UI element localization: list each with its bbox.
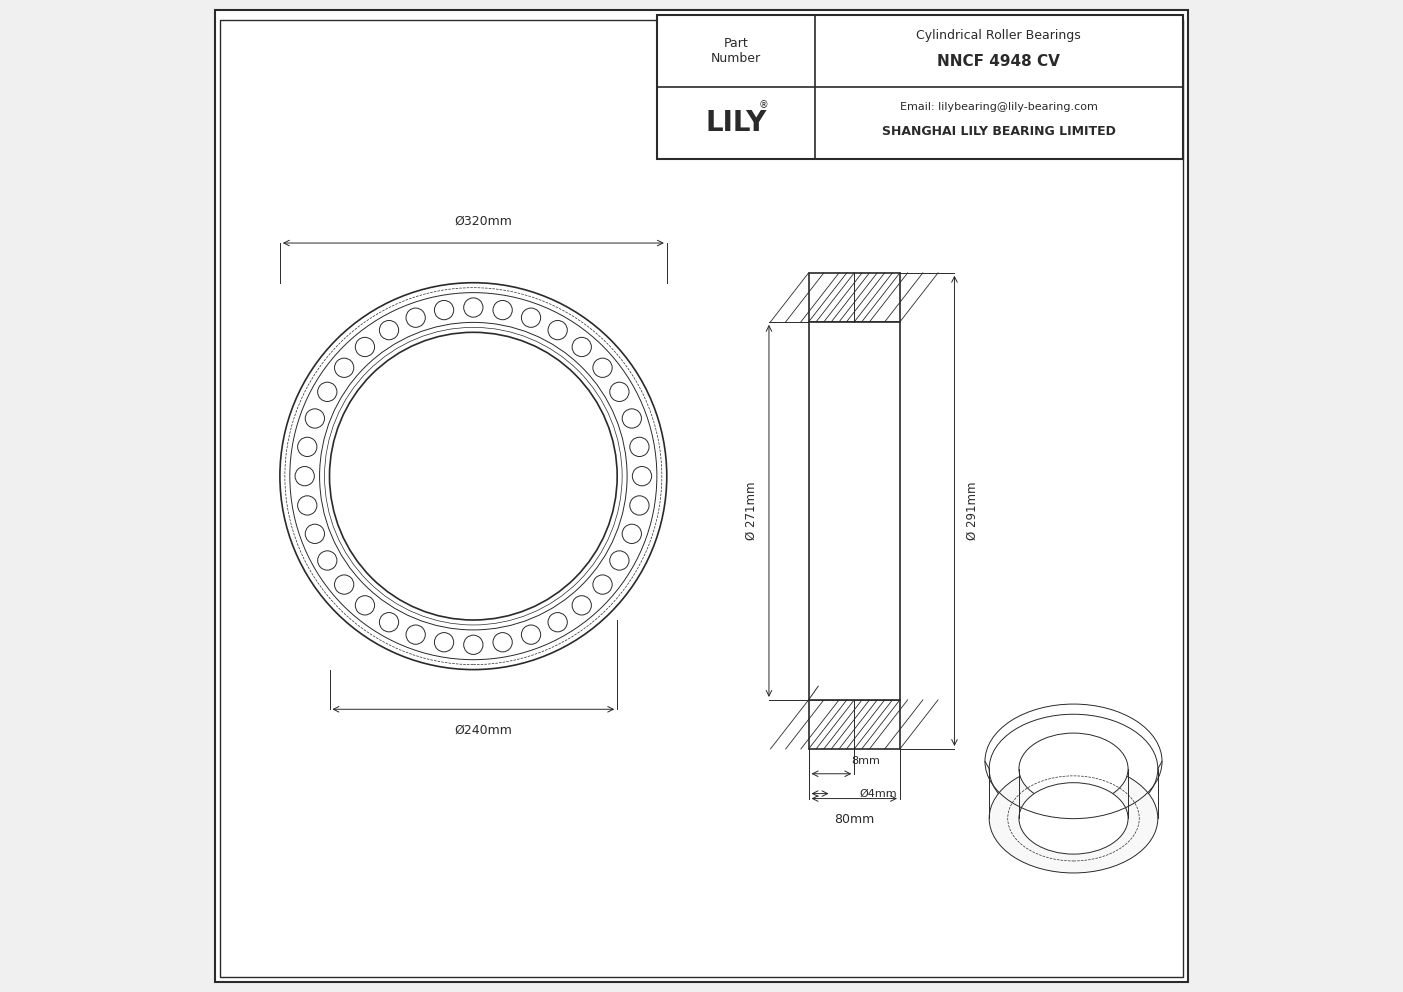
Circle shape: [435, 633, 453, 652]
Text: Cylindrical Roller Bearings: Cylindrical Roller Bearings: [916, 29, 1080, 42]
Text: LILY: LILY: [706, 109, 766, 137]
Text: Ø 291mm: Ø 291mm: [965, 482, 979, 540]
Circle shape: [306, 409, 324, 429]
Text: 8mm: 8mm: [852, 756, 880, 766]
Text: Ø240mm: Ø240mm: [455, 724, 512, 737]
Circle shape: [610, 551, 629, 570]
Circle shape: [379, 613, 398, 632]
Circle shape: [297, 437, 317, 456]
Circle shape: [355, 596, 375, 615]
Circle shape: [630, 437, 650, 456]
Circle shape: [549, 613, 567, 632]
Circle shape: [405, 625, 425, 644]
Circle shape: [306, 524, 324, 544]
Circle shape: [435, 301, 453, 319]
Text: Ø320mm: Ø320mm: [455, 215, 512, 228]
Text: NNCF 4948 CV: NNCF 4948 CV: [937, 55, 1061, 69]
Circle shape: [317, 551, 337, 570]
Circle shape: [593, 575, 612, 594]
Circle shape: [572, 337, 592, 356]
Circle shape: [622, 524, 641, 544]
Circle shape: [549, 320, 567, 339]
Text: Ø 271mm: Ø 271mm: [745, 482, 758, 540]
Circle shape: [464, 298, 483, 317]
Circle shape: [355, 337, 375, 356]
Circle shape: [630, 496, 650, 515]
Text: Part
Number: Part Number: [711, 37, 760, 64]
Circle shape: [334, 358, 354, 377]
Text: Ø4mm: Ø4mm: [859, 789, 897, 799]
Circle shape: [297, 496, 317, 515]
Circle shape: [492, 633, 512, 652]
Ellipse shape: [1019, 783, 1128, 854]
Circle shape: [622, 409, 641, 429]
Circle shape: [522, 625, 540, 644]
Circle shape: [405, 309, 425, 327]
Bar: [657, 15, 1183, 159]
Circle shape: [464, 635, 483, 655]
Circle shape: [317, 382, 337, 402]
Bar: [808, 273, 899, 321]
Circle shape: [334, 575, 354, 594]
Bar: [808, 321, 899, 700]
Circle shape: [379, 320, 398, 339]
Ellipse shape: [1019, 733, 1128, 805]
Ellipse shape: [989, 764, 1157, 873]
Circle shape: [633, 466, 651, 486]
Text: 80mm: 80mm: [835, 813, 874, 826]
Circle shape: [572, 596, 592, 615]
Circle shape: [295, 466, 314, 486]
Circle shape: [492, 301, 512, 319]
Circle shape: [610, 382, 629, 402]
Text: Email: lilybearing@lily-bearing.com: Email: lilybearing@lily-bearing.com: [899, 102, 1097, 112]
Circle shape: [522, 309, 540, 327]
Bar: [808, 700, 899, 749]
Circle shape: [593, 358, 612, 377]
Text: ®: ®: [759, 100, 769, 110]
Text: SHANGHAI LILY BEARING LIMITED: SHANGHAI LILY BEARING LIMITED: [881, 125, 1115, 138]
